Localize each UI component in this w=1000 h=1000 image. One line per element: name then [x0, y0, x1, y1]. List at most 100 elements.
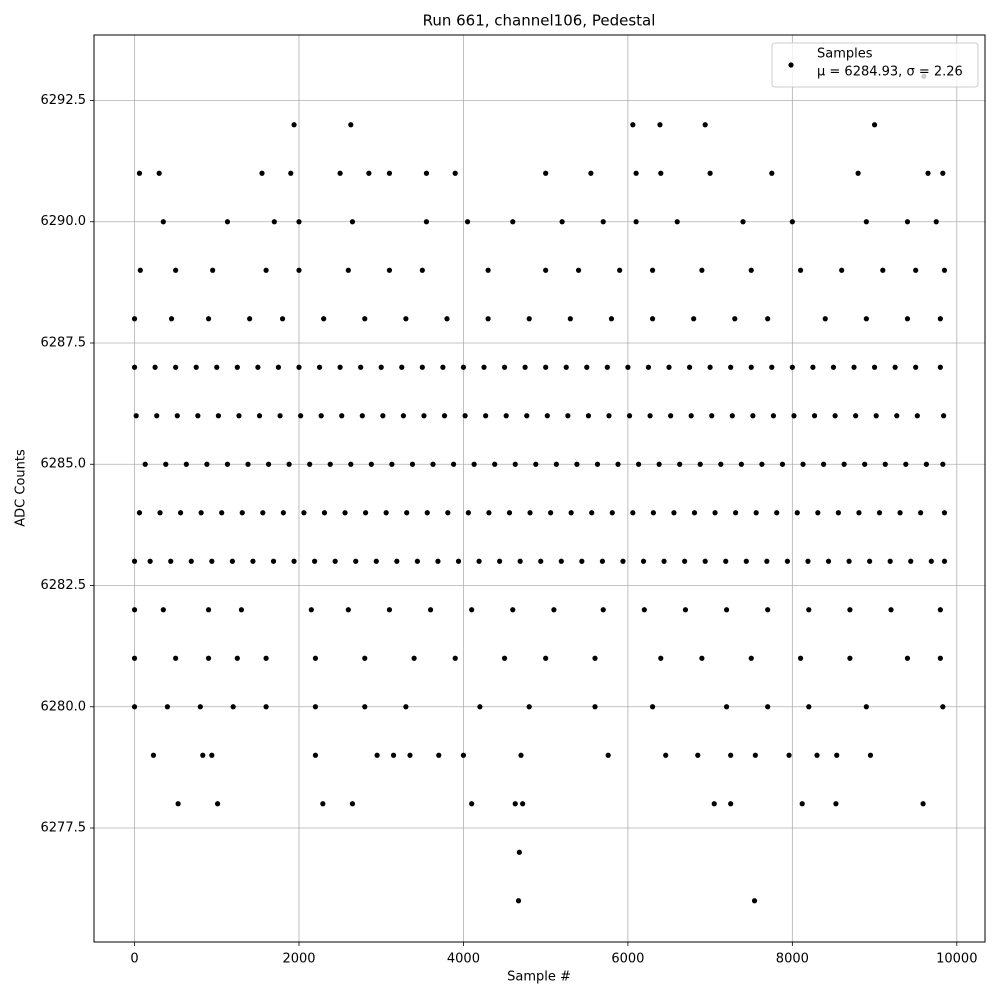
sample-point — [633, 170, 639, 176]
sample-point — [941, 267, 948, 273]
sample-point — [789, 219, 795, 225]
sample-point — [592, 704, 598, 710]
x-tick-label: 10000 — [936, 952, 977, 967]
sample-point — [748, 267, 754, 273]
sample-point — [469, 801, 475, 807]
sample-point — [617, 267, 623, 273]
sample-point — [435, 558, 441, 564]
sample-point — [526, 316, 532, 322]
sample-point — [925, 170, 931, 176]
sample-point — [839, 267, 845, 273]
sample-point — [920, 801, 926, 807]
sample-point — [342, 510, 348, 516]
sample-point — [635, 461, 642, 467]
sample-point — [386, 607, 393, 613]
sample-point — [748, 364, 754, 370]
sample-point — [794, 510, 800, 516]
sample-point — [321, 316, 327, 322]
sample-point — [588, 170, 594, 176]
sample-point — [409, 461, 416, 467]
sample-point — [903, 461, 909, 467]
sample-point — [867, 558, 873, 564]
sample-point — [477, 704, 483, 710]
sample-point — [321, 510, 328, 516]
sample-point — [543, 267, 549, 273]
sample-point — [204, 461, 210, 467]
sample-point — [518, 752, 524, 758]
sample-point — [183, 461, 189, 467]
sample-point — [198, 510, 204, 516]
y-tick-label: 6282.5 — [41, 578, 87, 593]
sample-point — [548, 510, 554, 516]
sample-point — [312, 704, 319, 710]
legend-note: μ = 6284.93, σ = 2.26 — [817, 65, 963, 80]
sample-point — [209, 752, 215, 758]
sample-point — [486, 510, 492, 516]
sample-point — [563, 364, 569, 370]
sample-point — [516, 849, 522, 855]
y-tick-label: 6280.0 — [41, 699, 87, 714]
sample-point — [913, 267, 919, 273]
sample-point — [263, 704, 269, 710]
sample-point — [214, 364, 220, 370]
sample-point — [219, 510, 225, 516]
sample-point — [923, 461, 929, 467]
y-axis-label: ADC Counts — [14, 449, 29, 527]
sample-point — [481, 364, 487, 370]
sample-point — [173, 364, 179, 370]
sample-point — [658, 170, 664, 176]
sample-point — [229, 558, 235, 564]
sample-point — [279, 316, 286, 322]
sample-point — [697, 461, 703, 467]
sample-point — [205, 316, 212, 322]
sample-point — [815, 510, 821, 516]
sample-point — [312, 752, 319, 758]
sample-point — [699, 267, 705, 273]
sample-point — [430, 461, 436, 467]
sample-point — [131, 316, 138, 322]
sample-point — [647, 413, 653, 419]
sample-point — [723, 558, 729, 564]
sample-point — [291, 558, 297, 564]
sample-point — [131, 655, 138, 661]
sample-point — [784, 558, 791, 564]
sample-point — [789, 364, 795, 370]
sample-point — [568, 510, 574, 516]
x-tick-label: 0 — [130, 952, 138, 967]
sample-point — [538, 558, 544, 564]
sample-point — [259, 170, 265, 176]
sample-point — [275, 364, 282, 370]
sample-point — [280, 510, 286, 516]
sample-point — [469, 607, 475, 613]
sample-point — [349, 801, 356, 807]
sample-point — [407, 752, 413, 758]
sample-point — [626, 413, 633, 419]
sample-point — [348, 122, 354, 128]
sample-point — [707, 170, 713, 176]
sample-point — [640, 558, 647, 564]
sample-point — [497, 558, 503, 564]
sample-point — [933, 219, 939, 225]
sample-point — [512, 801, 518, 807]
sample-point — [483, 413, 489, 419]
sample-point — [154, 413, 160, 419]
sample-point — [348, 461, 354, 467]
sample-point — [520, 801, 526, 807]
sample-point — [286, 461, 292, 467]
sample-point — [296, 364, 302, 370]
legend-label: Samples — [817, 47, 873, 62]
sample-point — [733, 510, 739, 516]
sample-point — [441, 413, 448, 419]
sample-point — [411, 655, 417, 661]
sample-point — [579, 558, 585, 564]
sample-point — [150, 752, 157, 758]
sample-point — [157, 510, 163, 516]
plot-frame — [93, 34, 986, 943]
sample-point — [152, 364, 158, 370]
sample-point — [386, 170, 393, 176]
sample-point — [723, 607, 730, 613]
sample-point — [349, 219, 356, 225]
sample-point — [131, 607, 138, 613]
sample-point — [913, 364, 919, 370]
sample-point — [711, 801, 717, 807]
